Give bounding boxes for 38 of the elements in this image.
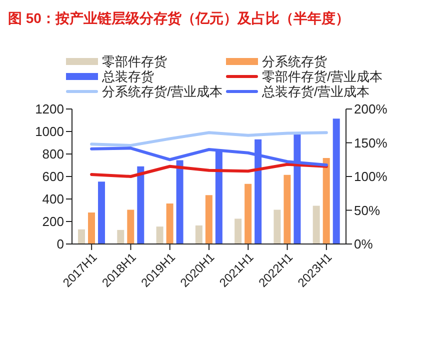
bar bbox=[88, 212, 95, 244]
legend-label: 总装存货 bbox=[102, 69, 154, 84]
bar bbox=[284, 174, 291, 244]
y-tick-label: 1200 bbox=[35, 102, 64, 117]
bar bbox=[274, 210, 281, 244]
chart-title: 图 50：按产业链层级分存货（亿元）及占比（半年度） bbox=[7, 9, 350, 28]
y-tick-label: 1000 bbox=[35, 124, 64, 140]
line-series bbox=[90, 131, 328, 147]
y2-tick-label: 50% bbox=[354, 202, 380, 218]
bar bbox=[117, 230, 124, 244]
bar bbox=[195, 225, 202, 244]
bar bbox=[312, 206, 320, 244]
y-tick-label: 0 bbox=[56, 236, 64, 252]
bar bbox=[205, 195, 212, 244]
legend-label: 分系统存货 bbox=[262, 54, 327, 69]
y-tick-label: 200 bbox=[42, 214, 64, 230]
legend-label: 零部件存货/营业成本 bbox=[262, 69, 383, 84]
bar bbox=[332, 118, 340, 244]
bar bbox=[137, 166, 144, 244]
bar bbox=[127, 210, 134, 244]
bar bbox=[234, 218, 242, 244]
y-tick-label: 400 bbox=[42, 192, 64, 207]
bar bbox=[98, 182, 105, 244]
bar bbox=[166, 204, 174, 244]
y2-tick-label: 150% bbox=[354, 135, 388, 150]
y2-tick-label: 0% bbox=[354, 236, 374, 252]
bar bbox=[322, 158, 330, 244]
line-series bbox=[90, 162, 328, 178]
y-tick-label: 800 bbox=[42, 146, 64, 162]
y2-tick-label: 100% bbox=[354, 169, 388, 184]
bar bbox=[78, 229, 85, 244]
legend-label: 总装存货/营业成本 bbox=[262, 84, 370, 99]
bar bbox=[156, 226, 164, 244]
y2-tick-label: 200% bbox=[354, 102, 388, 117]
bar bbox=[244, 184, 252, 244]
legend-label: 零部件存货 bbox=[102, 54, 167, 69]
legend-label: 分系统存货/营业成本 bbox=[102, 84, 223, 99]
y-tick-label: 600 bbox=[42, 169, 64, 184]
